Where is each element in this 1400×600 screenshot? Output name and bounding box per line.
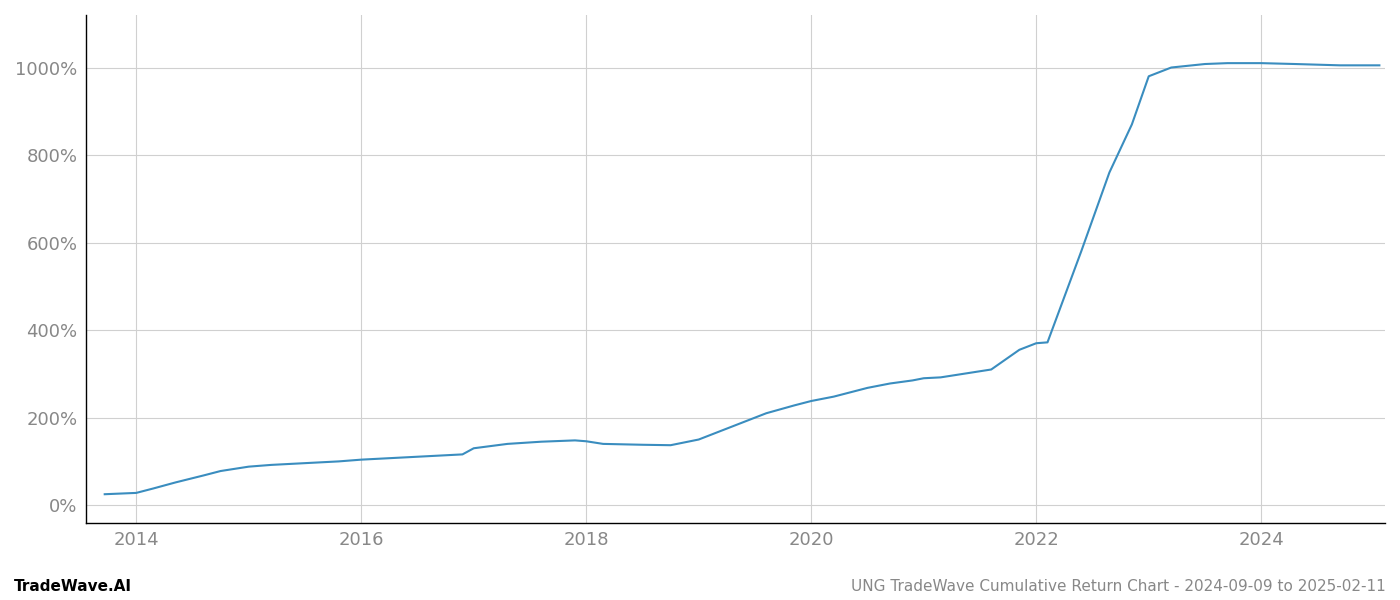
Text: TradeWave.AI: TradeWave.AI <box>14 579 132 594</box>
Text: UNG TradeWave Cumulative Return Chart - 2024-09-09 to 2025-02-11: UNG TradeWave Cumulative Return Chart - … <box>851 579 1386 594</box>
